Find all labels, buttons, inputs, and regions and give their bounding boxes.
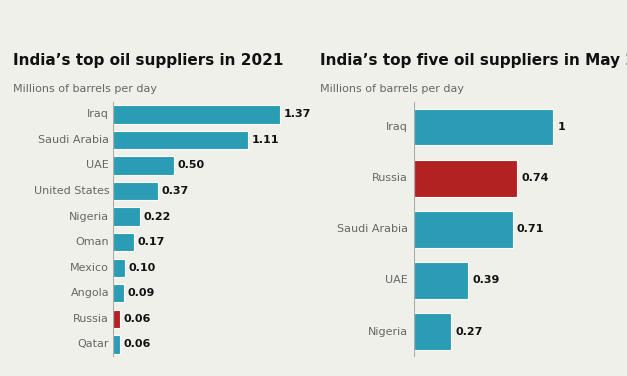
Text: 0.39: 0.39 [472,276,500,285]
Text: Millions of barrels per day: Millions of barrels per day [320,84,464,94]
Text: 1: 1 [557,122,565,132]
Text: UAE: UAE [386,276,408,285]
Bar [113,233,134,251]
Bar [414,109,553,146]
Text: Saudi Arabia: Saudi Arabia [38,135,109,145]
Text: Iraq: Iraq [87,109,109,119]
Bar [414,211,513,248]
Text: Russia: Russia [73,314,109,324]
Text: 0.74: 0.74 [521,173,549,183]
Bar [414,262,468,299]
Bar [113,105,280,123]
Text: 0.37: 0.37 [162,186,189,196]
Text: India’s top five oil suppliers in May 2022: India’s top five oil suppliers in May 20… [320,53,627,68]
Bar [414,160,517,197]
Text: 0.10: 0.10 [129,263,156,273]
Text: Saudi Arabia: Saudi Arabia [337,224,408,234]
Bar [113,131,248,149]
Text: 0.22: 0.22 [144,212,171,221]
Text: 0.71: 0.71 [517,224,544,234]
Text: Angola: Angola [71,288,109,298]
Bar [113,156,174,174]
Text: Millions of barrels per day: Millions of barrels per day [13,84,157,94]
Text: 1.11: 1.11 [251,135,279,145]
Text: Nigeria: Nigeria [368,327,408,337]
Text: Oman: Oman [76,237,109,247]
Text: Russia: Russia [372,173,408,183]
Text: India’s top oil suppliers in 2021: India’s top oil suppliers in 2021 [13,53,283,68]
Text: 0.27: 0.27 [456,327,483,337]
Bar [113,335,120,353]
Text: 1.37: 1.37 [283,109,311,119]
Bar [113,310,120,328]
Text: Mexico: Mexico [70,263,109,273]
Text: Nigeria: Nigeria [69,212,109,221]
Text: UAE: UAE [87,161,109,170]
Text: 0.50: 0.50 [177,161,204,170]
Text: 0.09: 0.09 [127,288,155,298]
Bar [113,284,124,302]
Bar [414,313,451,350]
Text: 0.06: 0.06 [124,340,151,349]
Text: 0.06: 0.06 [124,314,151,324]
Text: 0.17: 0.17 [137,237,165,247]
Bar [113,182,158,200]
Bar [113,259,125,277]
Text: United States: United States [34,186,109,196]
Bar [113,208,140,226]
Text: Qatar: Qatar [78,340,109,349]
Text: Iraq: Iraq [386,122,408,132]
